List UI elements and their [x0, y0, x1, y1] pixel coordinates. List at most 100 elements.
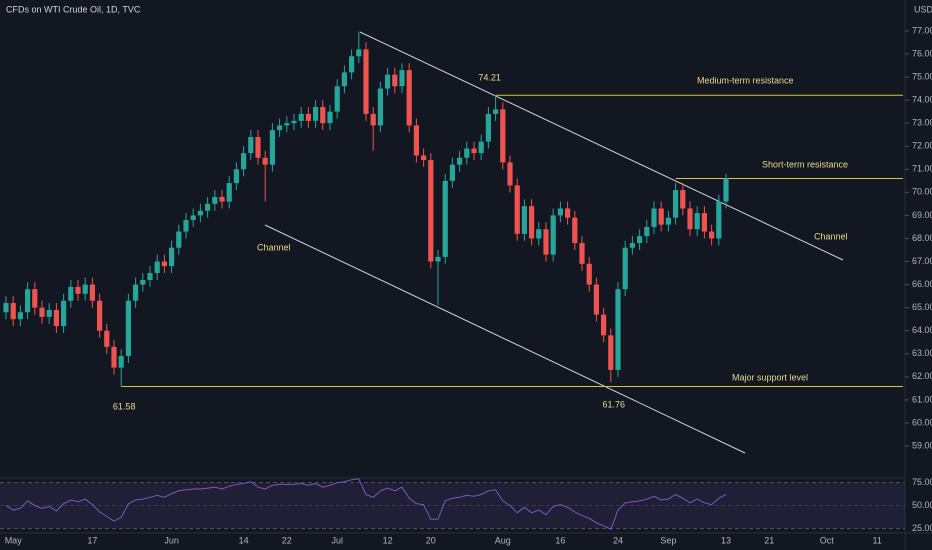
candle-body [241, 153, 247, 170]
candle-body [521, 206, 527, 234]
candle-body [125, 300, 131, 357]
candle-body [493, 109, 499, 114]
candle-body [183, 220, 189, 232]
x-tick-label: Sep [660, 535, 676, 545]
level-label: Short-term resistance [762, 159, 848, 169]
candle-body [658, 208, 664, 225]
candle-body [10, 303, 16, 320]
candle-body [370, 113, 376, 126]
candle-body [457, 157, 463, 165]
candle-body [680, 190, 686, 209]
candle-body [140, 279, 146, 285]
candle-body [421, 155, 427, 161]
candle-body [53, 309, 59, 327]
x-tick-label: 16 [555, 535, 565, 545]
x-tick-label: 11 [873, 535, 882, 545]
x-tick-label: 12 [383, 535, 393, 545]
x-tick-label: Jun [164, 535, 179, 545]
price-annotation: 61.76 [603, 399, 626, 409]
x-tick-label: May [5, 535, 23, 545]
candle-body [716, 201, 722, 239]
candle-body [82, 284, 88, 294]
candle-body [471, 148, 477, 154]
y-tick-label: 70.00 [912, 187, 932, 197]
x-tick-label: 14 [239, 535, 249, 545]
candle-body [356, 49, 362, 57]
candle-body [248, 136, 254, 154]
candle-body [154, 261, 160, 274]
candle-body [701, 213, 707, 232]
candle-body [334, 86, 340, 112]
candle-body [17, 312, 23, 320]
x-tick-label: Jul [331, 535, 343, 545]
candle-body [615, 289, 621, 370]
candle-body [543, 229, 549, 255]
candle-body [550, 215, 556, 255]
y-tick-label: 75.00 [912, 71, 932, 81]
y-tick-label: 64.00 [912, 325, 932, 335]
currency-label: USD [914, 4, 932, 14]
y-tick-label: 72.00 [912, 141, 932, 151]
rsi-tick-label: 50.00 [912, 500, 932, 510]
channel-lower-line [264, 224, 746, 454]
rsi-band [0, 482, 905, 529]
candle-body [406, 70, 412, 126]
candle-body [341, 72, 347, 87]
candle-body [687, 208, 693, 230]
price-annotation: 61.58 [113, 401, 136, 411]
candle-body [572, 217, 578, 244]
candle-body [665, 217, 671, 225]
candle-body [176, 231, 182, 248]
candle-body [507, 162, 513, 186]
candle-body [197, 210, 203, 216]
y-tick-label: 73.00 [912, 118, 932, 128]
candle-body [305, 113, 311, 121]
candle-body [118, 356, 124, 368]
candle-body [3, 303, 9, 313]
candle-body [161, 261, 167, 267]
candle-body [320, 107, 326, 124]
candle-body [32, 289, 38, 308]
y-tick-label: 67.00 [912, 256, 932, 266]
candle-body [219, 196, 225, 202]
candle-body [277, 125, 283, 131]
candle-body [363, 49, 369, 114]
candle-body [291, 120, 297, 124]
y-tick-label: 63.00 [912, 348, 932, 358]
chart-title: CFDs on WTI Crude Oil, 1D, TVC [6, 4, 141, 14]
candle-body [205, 203, 211, 211]
candle-body [651, 208, 657, 227]
candle-body [104, 330, 110, 347]
rsi-tick-label: 25.00 [912, 523, 932, 533]
candle-body [485, 113, 491, 142]
candle-body [442, 180, 448, 257]
candle-body [608, 335, 614, 370]
y-tick-label: 69.00 [912, 210, 932, 220]
candle-body [61, 300, 67, 327]
candle-body [399, 70, 405, 87]
price-annotation: 74.21 [478, 72, 501, 82]
x-tick-label: 24 [613, 535, 623, 545]
candle-body [262, 157, 268, 165]
candle-body [629, 243, 635, 248]
rsi-line [5, 478, 727, 530]
candle-body [269, 130, 275, 165]
candle-body [89, 284, 95, 301]
level-label: Major support level [732, 372, 808, 382]
candle-body [298, 113, 304, 121]
candle-body [97, 300, 103, 331]
y-tick-label: 60.00 [912, 417, 932, 427]
candle-body [169, 247, 175, 267]
candle-body [586, 263, 592, 285]
candle-body [536, 229, 542, 239]
candle-body [68, 286, 74, 301]
y-tick-label: 66.00 [912, 279, 932, 289]
rsi-tick-label: 75.00 [912, 477, 932, 487]
x-tick-label: 13 [721, 535, 731, 545]
candle-body [565, 208, 571, 218]
candle-body [694, 213, 700, 230]
level-label: Medium-term resistance [697, 75, 794, 85]
x-tick-label: Oct [820, 535, 835, 545]
